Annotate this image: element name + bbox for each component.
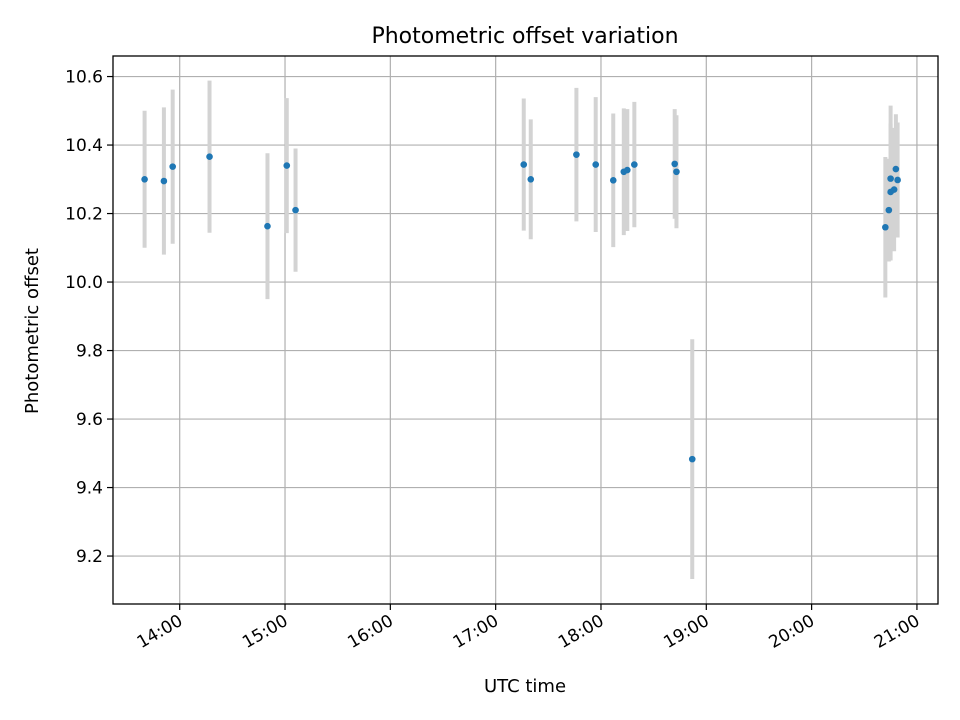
data-point — [882, 223, 889, 231]
data-point — [292, 206, 299, 214]
data-point — [206, 153, 213, 160]
data-point — [527, 176, 535, 183]
data-point — [894, 176, 901, 184]
data-point — [892, 165, 900, 173]
data-point — [624, 166, 631, 174]
y-tick-label: 10.6 — [65, 68, 103, 88]
y-tick-label: 10.0 — [65, 273, 103, 293]
data-point — [573, 151, 580, 158]
x-tick-label: 15:00 — [239, 611, 291, 653]
plot-frame — [112, 55, 939, 605]
x-tick-label: 19:00 — [660, 611, 712, 653]
data-point — [283, 162, 291, 169]
data-point — [631, 161, 638, 168]
x-tick-label: 17:00 — [450, 611, 502, 653]
data-point — [887, 175, 894, 182]
y-axis-label: Photometric offset — [22, 248, 43, 414]
y-tick-label: 9.2 — [76, 547, 103, 567]
data-point — [160, 177, 168, 185]
data-point — [264, 222, 271, 230]
data-point — [673, 168, 680, 176]
chart-title: Photometric offset variation — [371, 24, 678, 49]
data-point — [688, 455, 696, 463]
data-point — [609, 177, 617, 184]
x-tick-label: 14:00 — [134, 611, 186, 653]
y-tick-label: 9.6 — [76, 410, 103, 430]
x-tick-label: 18:00 — [555, 611, 607, 653]
data-point — [890, 186, 898, 193]
x-tick-label: 16:00 — [344, 611, 396, 653]
y-tick-label: 9.8 — [76, 342, 103, 362]
x-tick-label: 21:00 — [871, 611, 923, 653]
data-point — [671, 160, 679, 168]
data-point — [885, 206, 893, 214]
data-point — [520, 161, 528, 168]
x-axis-label: UTC time — [484, 676, 566, 697]
error-bars — [142, 80, 900, 579]
data-point — [169, 163, 176, 170]
data-point — [141, 176, 148, 183]
y-tick-label: 10.4 — [65, 136, 103, 156]
data-points — [141, 151, 901, 463]
x-tick-label: 20:00 — [766, 611, 818, 653]
y-axis-ticks: 9.2 9.4 9.6 9.8 10.0 10.2 10.4 10.6 — [65, 68, 113, 567]
y-tick-label: 9.4 — [76, 479, 103, 499]
y-tick-label: 10.2 — [65, 205, 103, 225]
data-point — [592, 161, 600, 168]
x-axis-ticks: 14:00 15:00 16:00 17:00 18:00 19:00 20:00 21:00 — [134, 604, 923, 653]
